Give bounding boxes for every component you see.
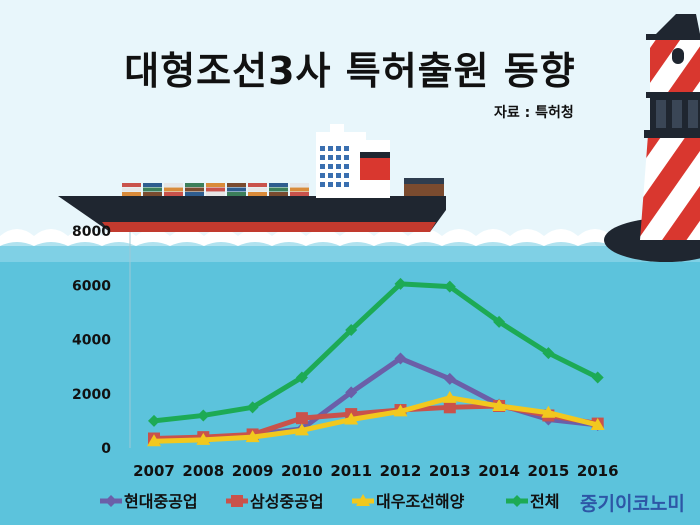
y-tick-label: 6000 — [72, 278, 111, 294]
data-point — [245, 430, 260, 443]
data-point — [344, 412, 359, 425]
series-4 — [148, 277, 604, 427]
y-tick-label: 2000 — [72, 387, 111, 403]
sea — [0, 229, 700, 525]
legend-label: 전체 — [530, 492, 559, 511]
data-point — [443, 372, 456, 385]
data-point — [541, 405, 556, 418]
legend-marker — [356, 494, 370, 506]
data-point — [542, 347, 555, 360]
source-note: 자료 : 특허청 — [494, 105, 574, 121]
x-axis-ticks: 2007 2008 2009 2010 2011 2012 2013 2014 2015 2016 — [133, 462, 618, 480]
data-point — [442, 390, 457, 403]
data-point — [197, 409, 210, 422]
data-point — [345, 324, 358, 337]
x-tick-label: 2012 — [380, 462, 422, 480]
data-point — [591, 371, 604, 384]
data-point — [345, 386, 358, 399]
x-tick-label: 2007 — [133, 462, 175, 480]
data-point — [246, 401, 259, 414]
legend-label: 삼성중공업 — [250, 492, 324, 511]
data-point — [394, 277, 407, 290]
series-line — [153, 281, 599, 424]
lighthouse-illustration — [604, 14, 700, 262]
legend-item: 전체 — [506, 492, 559, 511]
legend-marker — [105, 495, 117, 507]
y-tick-label: 8000 — [72, 224, 111, 240]
legend-item: 삼성중공업 — [226, 492, 324, 511]
publisher-logo: 중기이코노미 — [580, 493, 685, 515]
chart-title: 대형조선3사 특허출원 동향 — [124, 49, 576, 93]
series-line — [153, 395, 599, 444]
data-point — [196, 432, 211, 445]
x-tick-label: 2008 — [182, 462, 224, 480]
data-point — [294, 423, 309, 436]
x-tick-label: 2014 — [478, 462, 520, 480]
series-3 — [147, 390, 605, 447]
cargo-ship-illustration — [58, 124, 446, 232]
x-tick-label: 2011 — [330, 462, 372, 480]
data-point — [147, 434, 161, 447]
x-tick-label: 2015 — [528, 462, 570, 480]
legend-item: 현대중공업 — [100, 492, 198, 511]
data-point — [492, 398, 507, 411]
series-lines — [147, 277, 605, 447]
legend-label: 대우조선해양 — [376, 492, 465, 511]
chart-legend: 현대중공업 삼성중공업 대우조선해양 전체 — [100, 492, 559, 511]
x-tick-label: 2016 — [577, 462, 619, 480]
data-point — [148, 414, 160, 427]
data-point — [493, 315, 506, 328]
data-point — [443, 280, 456, 293]
y-tick-label: 4000 — [72, 333, 111, 349]
legend-marker — [231, 495, 243, 507]
data-point — [443, 401, 456, 414]
legend-marker — [511, 495, 523, 507]
data-point — [590, 417, 605, 430]
x-tick-label: 2013 — [429, 462, 471, 480]
legend-item: 대우조선해양 — [352, 492, 465, 511]
legend-label: 현대중공업 — [124, 492, 198, 511]
y-tick-label: 0 — [101, 441, 111, 457]
x-tick-label: 2009 — [232, 462, 274, 480]
x-tick-label: 2010 — [281, 462, 323, 480]
data-point — [394, 352, 407, 365]
data-point — [295, 412, 308, 425]
data-point — [393, 404, 408, 417]
y-axis-ticks: 0 2000 4000 6000 8000 — [72, 224, 111, 457]
data-point — [295, 371, 308, 384]
